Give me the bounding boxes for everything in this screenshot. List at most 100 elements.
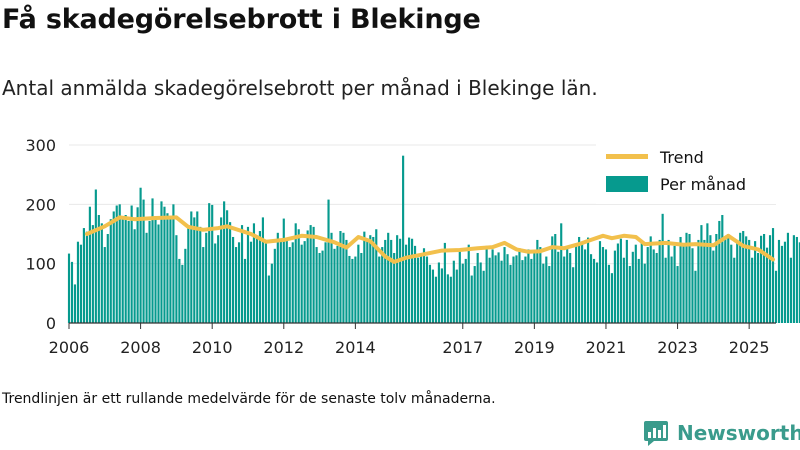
month-bar	[592, 258, 596, 323]
month-bar	[85, 231, 88, 323]
month-bar	[181, 264, 184, 323]
month-bar	[622, 257, 625, 323]
month-bar	[422, 248, 426, 323]
month-bar	[288, 247, 291, 323]
month-bar	[461, 263, 464, 323]
month-bar	[309, 225, 312, 323]
month-bar	[560, 223, 563, 323]
month-bar	[76, 241, 80, 323]
month-bar	[437, 262, 440, 323]
month-bar	[640, 242, 643, 323]
month-bar	[109, 219, 112, 323]
month-bar	[667, 239, 670, 323]
y-tick-label: 200	[25, 195, 56, 214]
month-bar	[739, 232, 742, 323]
month-bar	[434, 276, 437, 323]
y-tick-label: 100	[25, 255, 56, 274]
month-bar	[315, 247, 318, 323]
month-bar	[202, 247, 205, 323]
month-bar	[774, 270, 778, 323]
month-bar	[333, 248, 336, 323]
month-bar	[351, 258, 354, 323]
x-tick-label: 2023	[657, 338, 698, 357]
month-bar	[691, 248, 694, 323]
month-bar	[754, 241, 757, 323]
month-bar	[798, 242, 800, 323]
month-bar	[405, 244, 408, 323]
x-tick-label: 2021	[586, 338, 627, 357]
month-bar	[658, 239, 661, 323]
month-bar	[70, 261, 74, 323]
month-bar	[267, 275, 270, 323]
month-bar	[643, 263, 646, 323]
month-bar	[476, 252, 479, 323]
month-bar	[789, 257, 792, 323]
month-bar	[139, 187, 142, 323]
month-bar	[748, 239, 751, 323]
month-bar	[619, 238, 622, 323]
month-bar	[792, 235, 795, 323]
month-bar	[384, 239, 387, 323]
month-bar	[294, 223, 297, 323]
month-bar	[106, 234, 109, 323]
month-bar	[318, 252, 321, 323]
x-tick-label: 2008	[120, 338, 161, 357]
month-bar	[145, 232, 148, 323]
month-bar	[771, 228, 775, 323]
month-bar	[157, 224, 160, 323]
month-bar	[512, 256, 515, 323]
month-bar	[601, 247, 605, 323]
month-bar	[634, 244, 637, 323]
month-bar	[184, 248, 187, 323]
month-bar	[172, 204, 175, 323]
month-bar	[279, 239, 282, 323]
month-bar	[226, 210, 229, 323]
month-bar	[551, 236, 554, 323]
y-tick-label: 300	[25, 136, 56, 155]
month-bar	[479, 262, 482, 323]
month-bar	[509, 264, 512, 323]
month-bar	[372, 236, 375, 323]
month-bar	[649, 236, 652, 323]
y-tick-label: 0	[46, 314, 56, 333]
month-bar	[524, 256, 527, 323]
month-bar	[694, 270, 697, 323]
month-bar	[234, 247, 238, 323]
month-bar	[387, 232, 390, 323]
month-bar	[745, 236, 748, 323]
month-bar	[533, 251, 536, 323]
month-bar	[360, 252, 363, 323]
month-bar	[762, 234, 766, 323]
month-bar	[408, 237, 411, 323]
month-bar	[199, 226, 202, 323]
legend-per-manad-swatch	[606, 176, 648, 192]
month-bar	[455, 269, 458, 323]
month-bar	[730, 244, 733, 323]
month-bar	[342, 232, 345, 323]
month-bar	[527, 249, 530, 323]
month-bar	[121, 217, 124, 323]
month-bar	[607, 264, 611, 323]
month-bar	[363, 231, 366, 323]
legend-per-manad-label: Per månad	[660, 175, 746, 194]
x-tick-label: 2014	[335, 338, 376, 357]
month-bar	[339, 231, 342, 323]
month-bar	[575, 245, 578, 323]
month-bar	[497, 252, 500, 323]
month-bar	[467, 244, 470, 323]
month-bar	[273, 248, 276, 323]
month-bar	[148, 220, 151, 323]
month-bar	[255, 236, 259, 323]
month-bar	[697, 239, 700, 323]
month-bar	[721, 215, 724, 323]
month-bar	[163, 206, 166, 323]
month-bar	[136, 207, 139, 323]
month-bar	[482, 270, 485, 323]
month-bar	[757, 252, 760, 323]
month-bar	[554, 234, 557, 323]
month-bar	[652, 249, 655, 323]
month-bar	[768, 235, 772, 323]
month-bar	[91, 225, 94, 323]
month-bar	[428, 264, 432, 323]
month-bar	[503, 247, 506, 323]
